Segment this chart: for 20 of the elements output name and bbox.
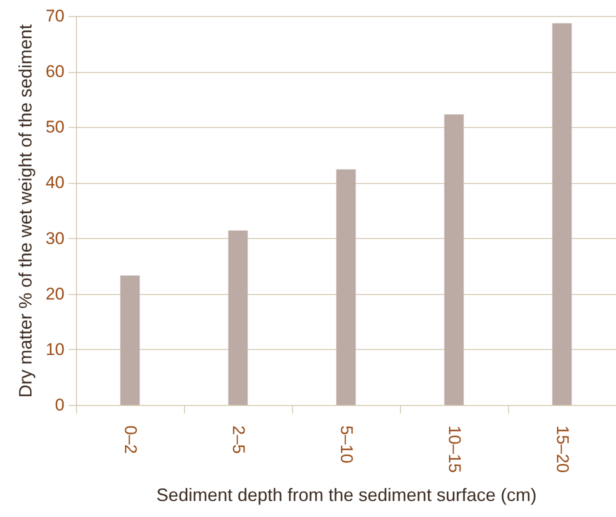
y-tick-label: 60 (46, 62, 64, 82)
bar (228, 230, 248, 405)
x-tick-label: 5–10 (337, 426, 356, 464)
bar (336, 169, 356, 405)
bar (444, 114, 464, 405)
x-tick-label: 15–20 (553, 426, 572, 473)
y-tick-label: 70 (46, 6, 64, 26)
y-tick-label: 0 (55, 396, 64, 414)
y-tick-label: 30 (46, 228, 64, 248)
bar (552, 23, 572, 405)
x-tick-label: 2–5 (229, 426, 248, 454)
y-tick-label: 40 (46, 173, 64, 192)
x-tick-label: 10–15 (445, 426, 464, 473)
y-tick-label: 20 (46, 284, 64, 304)
bar (120, 276, 140, 405)
y-tick-label: 50 (46, 118, 64, 137)
y-axis-title: Dry matter % of the wet weight of the sediment (16, 24, 36, 398)
x-tick-label: 0–2 (121, 426, 140, 454)
x-axis-title: Sediment depth from the sediment surface (cm) (156, 484, 537, 505)
y-tick-label: 10 (46, 340, 64, 359)
